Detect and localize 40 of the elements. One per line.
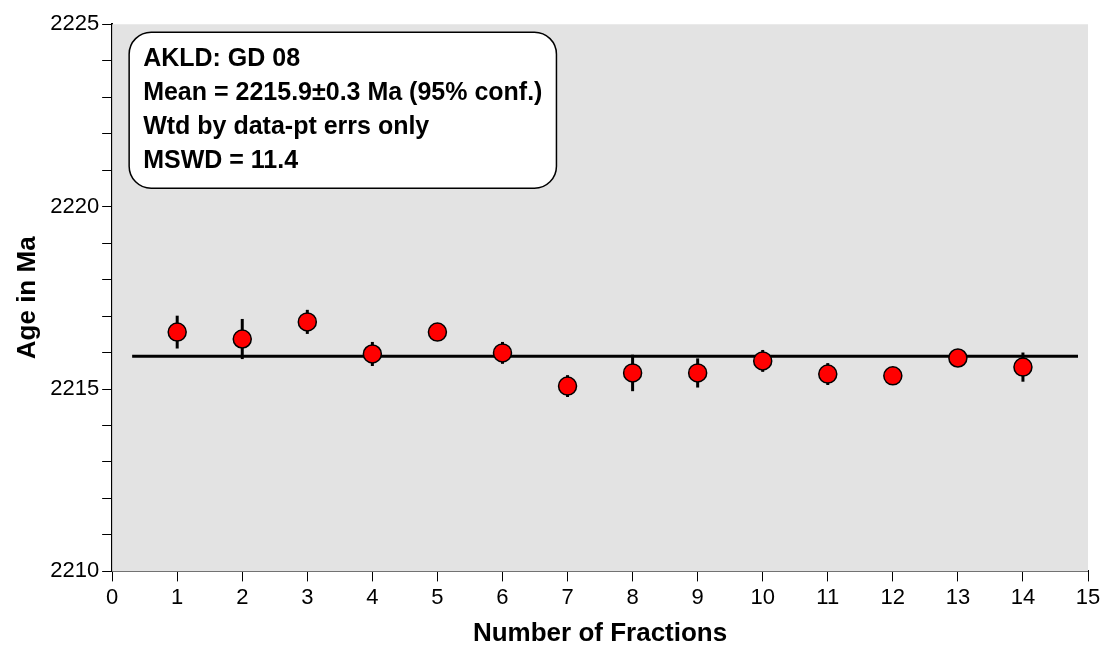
y-axis-title: Age in Ma: [10, 235, 41, 360]
point: [492, 343, 513, 363]
x-tick-label: 10: [750, 583, 775, 609]
x-axis-title: Number of Fractions: [472, 616, 728, 647]
x-tick-label: 3: [301, 583, 314, 609]
y-tick-label: 2215: [50, 375, 100, 401]
x-tick-label: 14: [1010, 583, 1036, 609]
point: [557, 376, 578, 396]
point: [427, 322, 448, 342]
x-tick-label: 11: [816, 583, 840, 609]
point: [232, 329, 253, 349]
point: [622, 363, 643, 383]
point: [752, 351, 773, 371]
y-tick-label: 2225: [50, 10, 100, 36]
annotation: AKLD: GD 08: [143, 43, 301, 72]
y-tick-label: 2210: [50, 557, 100, 583]
annotation: Wtd by data-pt errs only: [143, 111, 430, 140]
x-tick-label: 5: [431, 583, 444, 609]
annotation: MSWD = 11.4: [143, 145, 299, 174]
x-tick-label: 12: [880, 583, 906, 609]
point: [297, 312, 318, 332]
x-tick-label: 8: [626, 583, 639, 609]
y-tick-label: 2220: [50, 192, 100, 218]
point: [883, 366, 903, 386]
x-tick-label: 0: [106, 583, 119, 609]
x-tick-label: 7: [561, 583, 574, 609]
annotation: Mean = 2215.9±0.3 Ma (95% conf.): [143, 77, 543, 106]
point: [1013, 357, 1033, 377]
x-tick-label: 13: [945, 583, 971, 609]
point: [818, 364, 838, 384]
x-tick-label: 1: [171, 583, 184, 609]
x-tick-label: 15: [1075, 583, 1101, 609]
point: [167, 322, 187, 342]
point: [687, 363, 708, 383]
x-tick-label: 9: [691, 583, 704, 609]
x-tick-label: 2: [236, 583, 249, 609]
x-tick-label: 6: [496, 583, 509, 609]
x-tick-label: 4: [366, 583, 379, 609]
point: [948, 348, 968, 368]
point: [362, 344, 383, 364]
